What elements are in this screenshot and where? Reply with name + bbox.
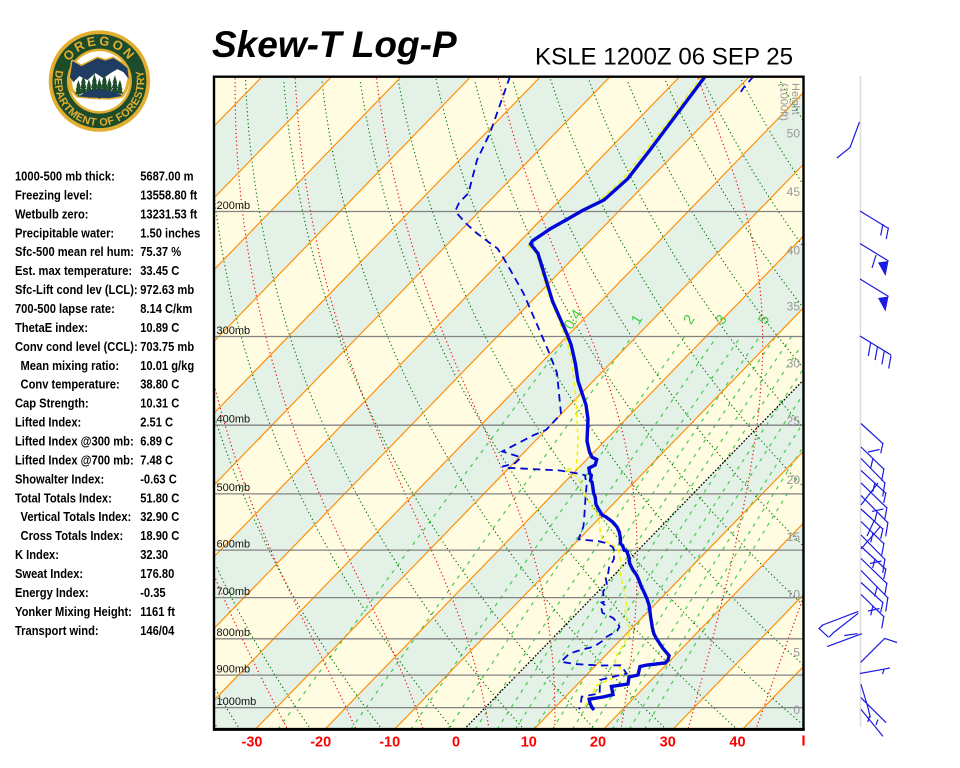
svg-text:(1000ft): (1000ft) — [778, 83, 790, 121]
svg-text:30: 30 — [660, 735, 676, 751]
svg-text:Conv cond level (CCL):: Conv cond level (CCL): — [15, 339, 138, 354]
svg-text:30: 30 — [787, 357, 801, 371]
svg-text:20: 20 — [590, 735, 606, 751]
svg-text:Vertical Totals Index:: Vertical Totals Index: — [21, 509, 132, 524]
svg-text:Showalter Index:: Showalter Index: — [15, 472, 104, 487]
svg-text:40: 40 — [787, 244, 801, 258]
svg-text:Transport wind:: Transport wind: — [15, 623, 99, 638]
svg-text:20: 20 — [787, 473, 801, 487]
svg-text:0: 0 — [793, 703, 800, 717]
svg-text:ThetaE index:: ThetaE index: — [15, 320, 88, 335]
svg-text:700mb: 700mb — [217, 586, 251, 598]
svg-text:40: 40 — [729, 735, 745, 751]
svg-text:32.90 C: 32.90 C — [140, 509, 179, 524]
svg-text:700-500 lapse rate:: 700-500 lapse rate: — [15, 301, 115, 316]
svg-text:KSLE 1200Z 06 SEP 25: KSLE 1200Z 06 SEP 25 — [535, 44, 793, 71]
svg-text:Energy Index:: Energy Index: — [15, 585, 89, 600]
svg-text:500mb: 500mb — [217, 482, 251, 494]
svg-text:972.63 mb: 972.63 mb — [140, 282, 194, 297]
svg-text:146/04: 146/04 — [140, 623, 174, 638]
svg-text:13558.80 ft: 13558.80 ft — [140, 188, 197, 203]
svg-text:Wetbulb zero:: Wetbulb zero: — [15, 207, 89, 222]
svg-text:32.30: 32.30 — [140, 547, 168, 562]
svg-text:Yonker Mixing Height:: Yonker Mixing Height: — [15, 604, 132, 619]
svg-text:5: 5 — [793, 646, 800, 660]
svg-text:Sfc-Lift cond lev (LCL):: Sfc-Lift cond lev (LCL): — [15, 282, 138, 297]
svg-text:Height: Height — [789, 83, 801, 115]
svg-text:13231.53 ft: 13231.53 ft — [140, 207, 197, 222]
svg-text:Sweat Index:: Sweat Index: — [15, 566, 83, 581]
svg-text:8.14 C/km: 8.14 C/km — [140, 301, 192, 316]
svg-text:Total Totals Index:: Total Totals Index: — [15, 491, 112, 506]
svg-text:600mb: 600mb — [217, 538, 251, 550]
svg-text:800mb: 800mb — [217, 627, 251, 639]
svg-text:10: 10 — [787, 588, 801, 602]
svg-text:-0.35: -0.35 — [140, 585, 166, 600]
svg-text:300mb: 300mb — [217, 325, 251, 337]
svg-text:10.01 g/kg: 10.01 g/kg — [140, 358, 194, 373]
svg-text:Freezing level:: Freezing level: — [15, 188, 92, 203]
svg-text:Mean mixing ratio:: Mean mixing ratio: — [21, 358, 120, 373]
svg-text:10.89 C: 10.89 C — [140, 320, 179, 335]
svg-text:1161 ft: 1161 ft — [140, 604, 175, 619]
svg-text:25: 25 — [787, 414, 801, 428]
svg-text:38.80 C: 38.80 C — [140, 377, 179, 392]
svg-text:400mb: 400mb — [217, 414, 251, 426]
svg-text:-30: -30 — [242, 735, 263, 751]
svg-text:K Index:: K Index: — [15, 547, 59, 562]
svg-text:18.90 C: 18.90 C — [140, 528, 179, 543]
svg-text:50: 50 — [787, 127, 801, 141]
svg-text:1000mb: 1000mb — [217, 696, 257, 708]
svg-text:Lifted Index @700 mb:: Lifted Index @700 mb: — [15, 453, 134, 468]
svg-text:75.37 %: 75.37 % — [140, 244, 181, 259]
svg-text:900mb: 900mb — [217, 663, 251, 675]
svg-text:Precipitable water:: Precipitable water: — [15, 226, 114, 241]
svg-text:1.50 inches: 1.50 inches — [140, 226, 200, 241]
svg-text:5687.00 m: 5687.00 m — [140, 169, 193, 184]
svg-text:703.75 mb: 703.75 mb — [140, 339, 194, 354]
svg-text:51.80 C: 51.80 C — [140, 491, 179, 506]
svg-text:Conv temperature:: Conv temperature: — [21, 377, 120, 392]
svg-text:10: 10 — [521, 735, 537, 751]
svg-text:-10: -10 — [379, 735, 400, 751]
svg-text:7.48 C: 7.48 C — [140, 453, 173, 468]
svg-text:Cap Strength:: Cap Strength: — [15, 396, 89, 411]
svg-text:-20: -20 — [310, 735, 331, 751]
svg-text:45: 45 — [787, 185, 801, 199]
svg-text:1000-500 mb thick:: 1000-500 mb thick: — [15, 169, 115, 184]
svg-text:176.80: 176.80 — [140, 566, 174, 581]
svg-text:Sfc-500 mean rel hum:: Sfc-500 mean rel hum: — [15, 244, 134, 259]
svg-text:-0.63 C: -0.63 C — [140, 472, 177, 487]
svg-text:0: 0 — [452, 735, 460, 751]
svg-text:35: 35 — [787, 300, 801, 314]
svg-text:15: 15 — [787, 530, 801, 544]
svg-text:33.45 C: 33.45 C — [140, 263, 179, 278]
svg-text:2.51 C: 2.51 C — [140, 415, 173, 430]
svg-text:Est. max temperature:: Est. max temperature: — [15, 263, 132, 278]
svg-text:10.31 C: 10.31 C — [140, 396, 179, 411]
svg-text:Cross Totals Index:: Cross Totals Index: — [21, 528, 124, 543]
svg-text:6.89 C: 6.89 C — [140, 434, 173, 449]
svg-text:200mb: 200mb — [217, 200, 251, 212]
svg-text:Lifted Index:: Lifted Index: — [15, 415, 81, 430]
svg-text:Skew-T Log-P: Skew-T Log-P — [212, 24, 457, 65]
svg-text:Lifted Index @300 mb:: Lifted Index @300 mb: — [15, 434, 134, 449]
